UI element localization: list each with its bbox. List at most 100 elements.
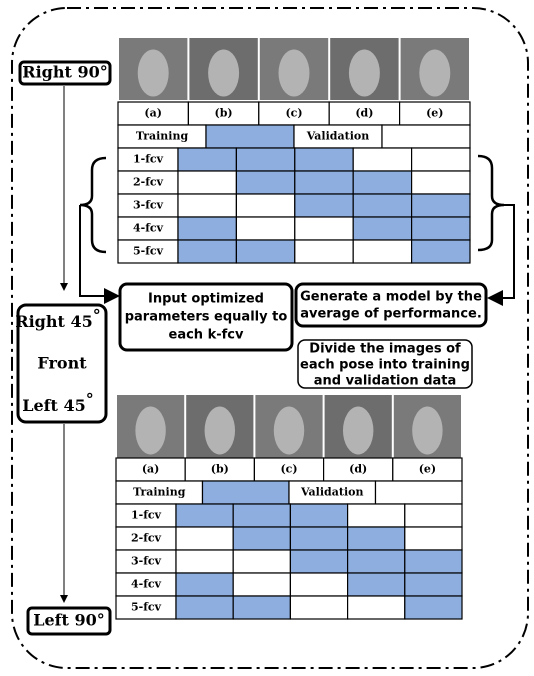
outer-frame (11, 7, 529, 669)
split-label: Training (133, 486, 186, 499)
arrow (487, 204, 515, 306)
degree: ° (93, 306, 101, 325)
table-cell (175, 526, 234, 551)
face-shape (278, 49, 310, 97)
brace (79, 156, 107, 254)
process-box (297, 339, 473, 389)
face-shape (412, 406, 443, 455)
table-cell (205, 124, 295, 149)
fold-label: 5-fcv (131, 601, 162, 614)
fold-label: 5-fcv (133, 245, 164, 258)
table-cell (235, 239, 296, 264)
pose-label: Right 45° (15, 306, 100, 331)
face-shape (135, 406, 166, 455)
pose-label: Left 45° (22, 390, 94, 415)
pose-label: Left 90° (33, 611, 105, 630)
table-cell (347, 595, 406, 620)
column-label: (b) (215, 107, 233, 120)
fold-label: 3-fcv (131, 555, 162, 568)
column-label: (d) (349, 463, 367, 476)
box-text: and validation data (314, 374, 457, 389)
pose-box (18, 60, 112, 86)
table-cell (201, 480, 290, 505)
table-cell (175, 595, 234, 620)
box-text: Generate a model by the (300, 290, 482, 305)
column-label: (a) (144, 107, 162, 120)
table-cell (352, 170, 413, 195)
table-cell (235, 216, 296, 241)
table-cell (352, 147, 413, 172)
arrow (79, 205, 120, 304)
pose-label: Left 45 (22, 396, 86, 415)
fold-label: 2-fcv (133, 176, 164, 189)
table-cell (404, 503, 463, 528)
fold-label: 3-fcv (133, 199, 164, 212)
table-cell (347, 503, 406, 528)
table-cell (232, 503, 291, 528)
box-text: each pose into training (300, 358, 470, 373)
brace (477, 154, 505, 252)
pose-label: Front (37, 354, 87, 373)
table-cell (175, 572, 234, 597)
table-cell (232, 549, 291, 574)
box-text: average of performance. (300, 307, 482, 322)
fold-label: 4-fcv (131, 578, 162, 591)
pose-label: Right 45 (15, 312, 92, 331)
table-cell (232, 572, 291, 597)
table-cell (347, 549, 406, 574)
table-cell (175, 503, 234, 528)
face-shape (419, 49, 451, 97)
table-cell (404, 572, 463, 597)
fold-label: 1-fcv (133, 153, 164, 166)
table-cell (294, 239, 354, 264)
table-cell (289, 572, 349, 597)
box-text: Input optimized (148, 292, 264, 307)
table-cell (294, 147, 354, 172)
table-cell (235, 170, 296, 195)
fold-label: 1-fcv (131, 509, 162, 522)
table-cell (374, 480, 463, 505)
table-cell (294, 193, 354, 218)
pose-box (26, 606, 112, 636)
table-cell (411, 216, 471, 241)
table-cell (232, 526, 291, 551)
table-cell (411, 170, 471, 195)
column-label: (d) (355, 107, 373, 120)
process-box (294, 282, 488, 328)
table-cell (289, 549, 349, 574)
table-cell (235, 193, 296, 218)
table-cell (235, 147, 296, 172)
column-label: (b) (211, 463, 229, 476)
table-cell (177, 147, 238, 172)
column-label: (c) (280, 463, 297, 476)
face-shape (137, 49, 169, 97)
table-cell (411, 193, 471, 218)
table-cell (177, 216, 238, 241)
fold-label: 2-fcv (131, 532, 162, 545)
table-cell (352, 216, 413, 241)
table-cell (175, 549, 234, 574)
split-label: Training (136, 130, 189, 143)
table-cell (232, 595, 291, 620)
degree: ° (86, 390, 94, 409)
table-cell (404, 595, 463, 620)
face-shape (342, 406, 374, 455)
column-label: (c) (285, 107, 302, 120)
split-label: Validation (300, 486, 363, 499)
pose-label: Right 90° (22, 63, 107, 82)
fold-label: 4-fcv (133, 222, 164, 235)
table-cell (381, 124, 471, 149)
split-label: Validation (306, 130, 369, 143)
pose-box (16, 303, 108, 424)
column-label: (a) (142, 463, 160, 476)
table-cell (289, 503, 349, 528)
table-cell (177, 193, 238, 218)
box-text: parameters equally to (125, 310, 288, 325)
face-shape (208, 49, 240, 97)
table-cell (404, 549, 463, 574)
table-cell (404, 526, 463, 551)
face-shape (273, 406, 305, 455)
table-cell (289, 526, 349, 551)
table-cell (411, 239, 471, 264)
